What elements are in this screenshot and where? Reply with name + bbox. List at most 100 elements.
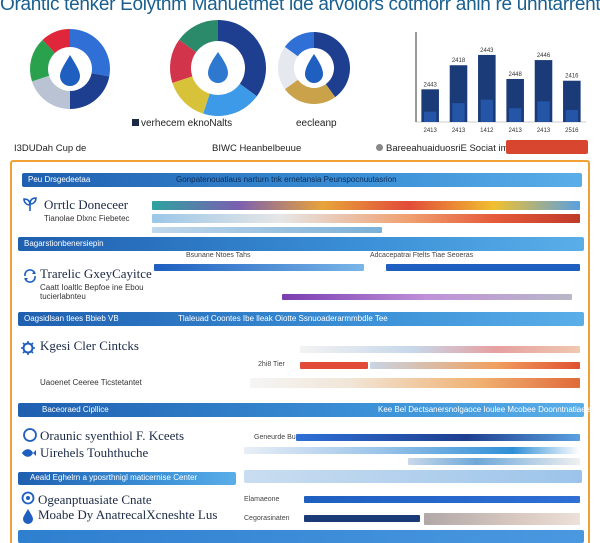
bar-2-2	[452, 103, 465, 122]
bar-2-4	[509, 108, 522, 122]
donut-2-slice-3	[172, 76, 210, 114]
section-band-5-label: Aeald Eghelrn a yposrthnigl maticernise …	[30, 473, 198, 482]
bar-value-label: 2448	[508, 72, 522, 78]
row-label-5: Elamaeone	[244, 496, 280, 503]
info-left: I3DUDah Cup de	[14, 143, 87, 154]
donut-1-slice-4	[30, 39, 55, 82]
bar-chart: 2443 2418 2443 2448 2446 2416 2413 2413 1412 2413…	[415, 32, 586, 134]
cycle-icon	[24, 269, 36, 283]
spectrum-bar-2	[152, 214, 580, 223]
donut-2-slice-4	[170, 39, 197, 83]
section-band-5	[18, 472, 236, 485]
row-label-6: Cegorasinaten	[244, 515, 290, 522]
bar-value-label: 2443	[423, 82, 437, 88]
section-title-5: Uirehels Touhthuche	[40, 445, 149, 460]
section-band-3-right: Tlaleuad Coontes Ibe lleak Oiotte Ssnuoa…	[178, 314, 388, 323]
section-band-2-label: Bagarstionbenersiepin	[24, 239, 104, 248]
donut-3-slice-4	[284, 32, 314, 57]
row-label-3: 2hi8 Tier	[258, 361, 285, 368]
range-bar-6	[370, 362, 580, 369]
leaf-icon	[23, 428, 37, 442]
donut-1-slice-1	[70, 28, 110, 77]
row-label-1: Bsunane Ntoes Tahs	[186, 252, 251, 259]
donut-1-slice-5	[42, 29, 70, 53]
info-center: BIWC Heanbelbeuue	[212, 143, 302, 154]
range-bar-8	[296, 434, 580, 441]
bar-value-label: 2418	[452, 58, 466, 64]
bar-category-label: 2516	[565, 128, 579, 134]
section-title-6: Ogeanptuasiate Cnate	[38, 492, 152, 507]
highlight-chip	[506, 140, 588, 154]
section-band-4-label: Baceoraed Cipllice	[42, 405, 109, 414]
range-bar-12	[304, 515, 420, 522]
bar-2-5	[537, 101, 550, 122]
section-band-1-label: Peu Drsgedeetaa	[28, 175, 91, 184]
sprout-icon	[23, 197, 37, 211]
donut-2-slice-5	[179, 20, 218, 53]
range-bar-10	[408, 458, 580, 465]
page-title: Orantic tenker Eolythm Manuetmet ide arv…	[0, 0, 600, 15]
section-band-5-ext	[244, 470, 582, 483]
fish-icon	[22, 449, 36, 457]
bar-2-3	[480, 99, 493, 122]
donut-3-slice-1	[314, 32, 350, 98]
row-label-4: Geneurde Bunt	[254, 434, 302, 441]
section-title-3: Kgesi Cler Cintcks	[40, 338, 139, 353]
section-band-1-right: Gonpatenouatiaus narturn tnk ernetansia …	[176, 175, 397, 184]
section-band-4	[18, 403, 584, 417]
bar-category-label: 2413	[508, 128, 522, 134]
donut-2-slice-2	[203, 83, 257, 116]
info-right: BareeahuaiduosriE Sociat ime	[376, 143, 514, 159]
drop-icon	[23, 509, 33, 524]
water-drop-icon	[208, 52, 228, 83]
donut-chart-1	[30, 28, 110, 109]
section-band-3	[18, 312, 584, 326]
range-bar-1	[154, 264, 364, 271]
donut-legend-left: verhecem eknoNalts	[132, 118, 232, 129]
donut-2-slice-1	[218, 20, 266, 97]
section-title-7: Moabe Dy AnatrecalXcneshte Lus	[38, 507, 218, 522]
spectrum-bar-1	[152, 201, 580, 210]
section-sub-3: Uaoenet Ceeree Ticstetantet	[40, 378, 142, 387]
bar-value-label: 2416	[565, 74, 579, 80]
section-title-1: Orrtlc Doneceer	[44, 197, 129, 212]
section-sub-1: Tianolae Dlxnc Fiebetec	[44, 214, 130, 223]
section-band-2	[18, 237, 584, 251]
bar-2-6	[565, 109, 578, 122]
range-bar-4	[300, 346, 580, 353]
range-bar-2	[386, 264, 580, 271]
gear-icon	[21, 341, 35, 355]
bar-category-label: 2413	[423, 128, 437, 134]
water-drop-icon	[305, 54, 323, 83]
donut-legend-right: eecleanp	[296, 118, 337, 129]
donut-chart-3	[278, 32, 350, 104]
range-bar-5	[300, 362, 368, 369]
spectrum-bar-3	[152, 227, 382, 233]
donut-chart-2	[170, 20, 266, 116]
bottom-band	[18, 530, 584, 543]
pin-icon	[21, 491, 35, 505]
water-drop-icon	[60, 55, 80, 86]
bar-category-label: 2413	[452, 128, 466, 134]
range-bar-9	[244, 447, 580, 454]
range-bar-3	[282, 294, 572, 300]
range-bar-13	[424, 513, 580, 525]
bar-value-label: 2443	[480, 48, 494, 54]
bar-category-label: 1412	[480, 128, 494, 134]
bar-2-1	[424, 111, 437, 122]
bar-value-label: 2446	[537, 53, 551, 59]
content-frame	[10, 160, 590, 543]
donut-3-slice-3	[278, 46, 298, 90]
range-bar-7	[250, 378, 580, 388]
section-title-2: Trarelic GxeyCayitce	[40, 266, 152, 281]
row-label-2: Adcacepatrai Ftelts Tiae Seoeras	[370, 252, 474, 259]
section-band-1	[22, 173, 582, 187]
section-band-4-right: Kee Bel Dectsanersnolgaoce Ioulee Mcobee…	[378, 405, 600, 414]
bullet-icon	[376, 144, 383, 151]
section-sub-2: Caatt Ioaltlc Bepfoe ine Ebou tucierlabn…	[40, 283, 144, 301]
bar-category-label: 2413	[537, 128, 551, 134]
range-bar-11	[304, 496, 580, 503]
donut-1-slice-2	[70, 73, 110, 109]
donut-1-slice-3	[31, 75, 70, 109]
section-band-3-label: Oagsidlsan tlees Bbieb VB	[24, 314, 119, 323]
